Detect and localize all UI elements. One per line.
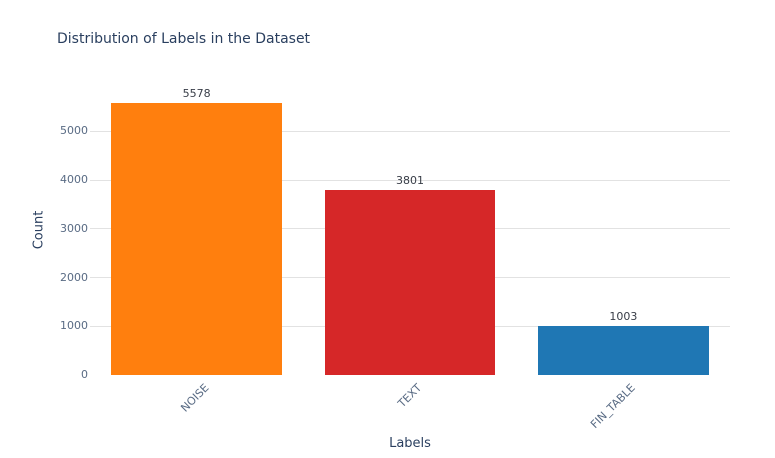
- x-tick-label: TEXT: [395, 381, 425, 411]
- y-tick-label: 0: [81, 368, 88, 381]
- y-tick-label: 5000: [60, 124, 88, 138]
- x-tick-label: FIN_TABLE: [588, 381, 638, 432]
- plot-area: 5578 3801 1003: [90, 85, 730, 375]
- bar-noise: [111, 103, 282, 375]
- x-tick-label: NOISE: [177, 381, 212, 415]
- y-tick-label: 2000: [60, 270, 88, 284]
- gridline: [90, 130, 730, 132]
- chart-title: Distribution of Labels in the Dataset: [57, 31, 311, 47]
- y-tick-label: 1000: [60, 319, 88, 333]
- y-tick-label: 3000: [60, 221, 88, 235]
- bar-fin_table: [538, 326, 709, 375]
- bar-value-label: 5578: [182, 87, 211, 101]
- bar-text: [324, 189, 496, 375]
- y-tick-label: 4000: [60, 173, 88, 187]
- bar-value-label: 3801: [395, 173, 424, 187]
- x-axis-title: Labels: [389, 436, 431, 451]
- bar-value-label: 1003: [609, 310, 638, 324]
- gridline: [90, 179, 730, 181]
